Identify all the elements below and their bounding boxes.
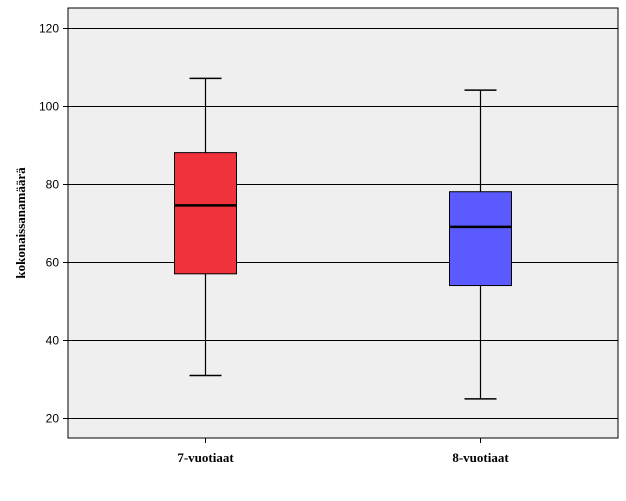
box-7-vuotiaat — [174, 77, 237, 377]
box-8-vuotiaat — [449, 89, 512, 400]
y-tick-label-120: 120 — [39, 22, 59, 36]
y-tick-label-20: 20 — [46, 412, 60, 426]
x-tick-label-7-vuotiaat: 7-vuotiaat — [177, 450, 234, 465]
plot-frame — [67, 7, 619, 439]
iqr-box-7-vuotiaat — [174, 152, 237, 275]
x-tick-labels: 7-vuotiaat 8-vuotiaat — [177, 438, 509, 465]
y-tick-label-80: 80 — [46, 178, 60, 192]
boxes — [174, 77, 512, 400]
y-tick-label-100: 100 — [39, 100, 59, 114]
y-axis-title: kokonaissanamäärä — [13, 167, 28, 279]
y-tick-label-40: 40 — [46, 334, 60, 348]
x-tick-label-8-vuotiaat: 8-vuotiaat — [452, 450, 509, 465]
gridlines — [63, 28, 618, 419]
plot-background — [68, 8, 618, 438]
y-tick-labels: 20 40 60 80 100 120 — [39, 22, 59, 426]
y-tick-label-60: 60 — [46, 256, 60, 270]
iqr-box-8-vuotiaat — [449, 191, 512, 287]
